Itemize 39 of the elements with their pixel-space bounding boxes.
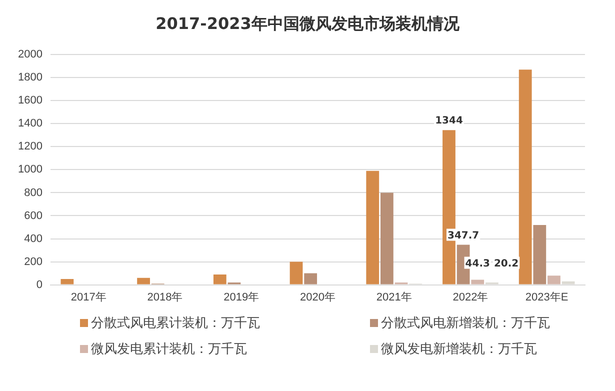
bar bbox=[304, 273, 318, 284]
y-tick-label: 1400 bbox=[18, 118, 42, 130]
y-tick-label: 0 bbox=[36, 278, 42, 291]
legend-label: 分散式风电累计装机：万千瓦 bbox=[90, 315, 261, 332]
legend-label: 微风发电累计装机：万千瓦 bbox=[90, 341, 248, 358]
bar bbox=[366, 170, 380, 284]
legend-label: 微风发电新增装机：万千瓦 bbox=[380, 341, 538, 358]
x-tick-label: 2019年 bbox=[224, 291, 260, 304]
bar bbox=[380, 192, 394, 284]
y-tick-label: 200 bbox=[24, 256, 42, 268]
x-tick-label: 2022年 bbox=[452, 291, 488, 304]
y-tick-label: 400 bbox=[24, 232, 42, 245]
data-label: 347.7 bbox=[447, 230, 480, 242]
x-tick-label: 2023年E bbox=[525, 291, 568, 304]
y-tick-label: 600 bbox=[24, 210, 42, 222]
data-label: 1344 bbox=[435, 116, 463, 127]
x-tick-label: 2021年 bbox=[376, 291, 412, 304]
data-label: 44.3 bbox=[465, 258, 490, 270]
y-tick-label: 2000 bbox=[18, 48, 42, 61]
bar bbox=[518, 70, 532, 284]
bar bbox=[548, 276, 560, 284]
y-tick-label: 1000 bbox=[18, 164, 42, 176]
y-tick-label: 1600 bbox=[18, 94, 42, 107]
bar bbox=[562, 281, 575, 284]
bar bbox=[60, 279, 74, 284]
bar bbox=[471, 280, 484, 284]
legend-label: 分散式风电新增装机：万千瓦 bbox=[380, 315, 551, 332]
x-tick-label: 2017年 bbox=[70, 291, 106, 304]
y-tick-label: 800 bbox=[24, 186, 42, 199]
x-tick-label: 2018年 bbox=[147, 291, 183, 304]
bar bbox=[213, 274, 226, 284]
bar bbox=[533, 224, 546, 284]
bar bbox=[290, 262, 303, 284]
chart-title: 2017-2023年中国微风发电市场装机情况 bbox=[154, 14, 460, 35]
y-tick-label: 1800 bbox=[18, 72, 42, 84]
y-tick-label: 1200 bbox=[18, 140, 42, 153]
bar bbox=[137, 278, 150, 284]
data-label: 20.2 bbox=[494, 258, 519, 270]
x-tick-label: 2020年 bbox=[300, 291, 336, 304]
